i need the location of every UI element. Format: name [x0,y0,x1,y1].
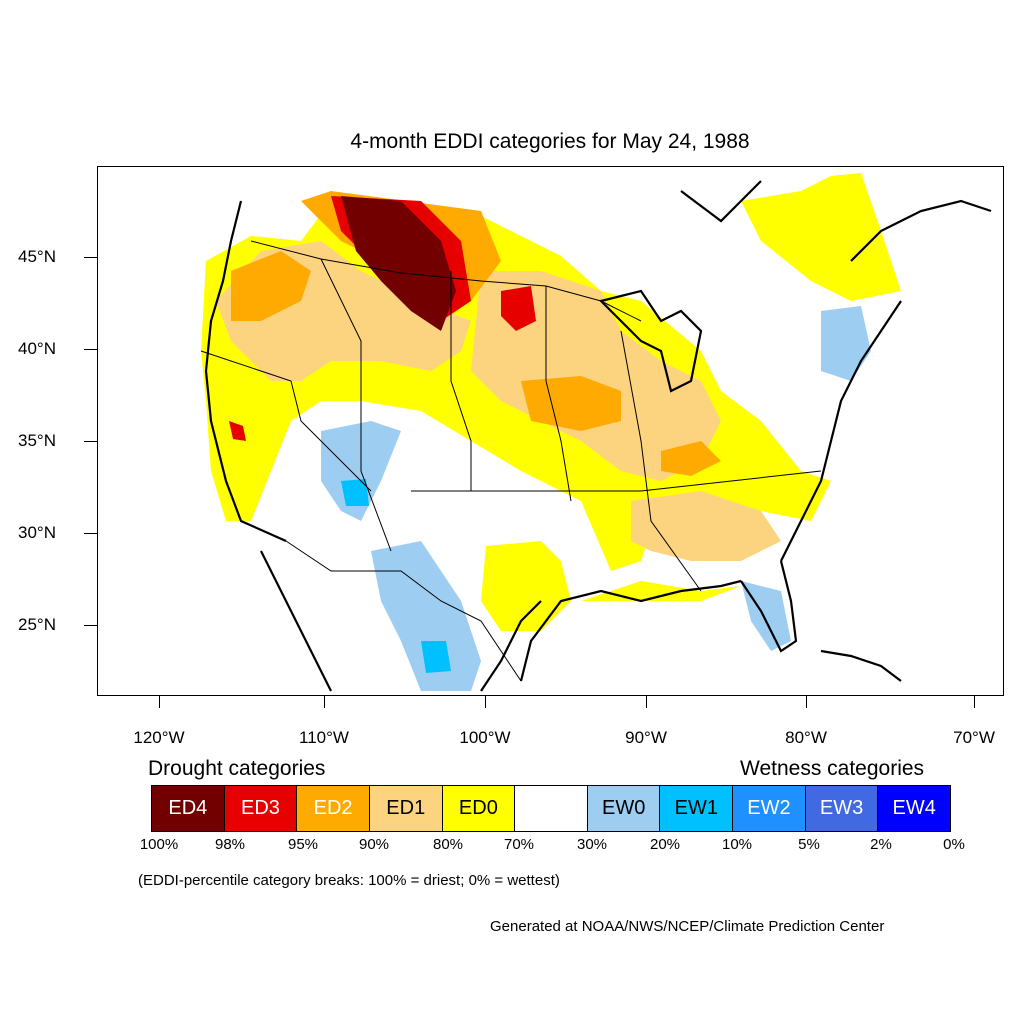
legend-box-label: ED4 [168,797,208,819]
lon-tick [974,696,975,708]
coastlines [204,180,992,692]
ed3-california-region [229,421,246,441]
percentile-label: 10% [721,836,753,853]
lon-label-70: 70°W [953,728,995,747]
legend-box-label: EW0 [601,797,646,819]
legend-colorbar: ED4 ED3 ED2 ED1 ED0 EW0 EW1 EW2 EW3 EW4 [151,785,951,832]
canada-east-coast [850,199,992,262]
legend-box-label: ED3 [241,797,280,819]
percentile-label: 5% [798,836,820,853]
ed4-montana-region [341,196,456,331]
lat-tick [84,625,97,626]
ed1-midwest-region [471,271,721,481]
ew1-mexico-region [421,641,451,673]
lat-label-30: 30°N [18,523,56,542]
great-lakes-outline [598,289,703,393]
legend-box-label: ED1 [386,797,426,819]
lon-tick [159,696,160,708]
baja-coastline [260,550,332,692]
legend-box-label: ED0 [458,797,498,819]
legend-box-neutral [515,786,588,831]
west-coastline [204,200,287,543]
ed3-dakota-region [501,286,536,331]
category-breaks-note: (EDDI-percentile category breaks: 100% =… [138,872,560,889]
lon-tick [646,696,647,708]
state-line-midwest [545,286,572,502]
lat-tick [84,533,97,534]
percentile-label: 90% [358,836,390,853]
lat-tick [84,441,97,442]
state-line-plains [450,271,472,491]
legend-box-ew4: EW4 [878,786,951,831]
lon-tick [806,696,807,708]
drought-categories-label: Drought categories [148,757,326,780]
state-line-south [411,470,822,492]
percentile-label: 2% [870,836,892,853]
wetness-categories-label: Wetness categories [740,757,925,780]
percentile-label: 95% [287,836,319,853]
map-panel [97,166,1004,696]
category-shading [201,173,901,691]
legend-box-ed2: ED2 [297,786,370,831]
ed2-pnw-region [231,251,311,321]
ew0-texas-region [371,541,481,691]
percentile-label: 70% [503,836,535,853]
lat-tick [84,349,97,350]
legend-box-label: ED2 [313,797,353,819]
lat-label-35: 35°N [18,431,56,450]
eddi-map [200,173,992,692]
lon-tick [485,696,486,708]
legend-box-ed1: ED1 [369,786,443,831]
legend-box-ed3: ED3 [224,786,298,831]
percentile-label: 30% [576,836,608,853]
east-coastline [780,300,902,562]
legend-box-ew0: EW0 [587,786,661,831]
ed0-northeast-region [741,173,901,301]
state-line-central [320,258,392,552]
lat-label-25: 25°N [18,615,56,634]
legend-box-label: EW4 [892,797,936,819]
us-mexico-border [285,540,522,682]
mexico-coastline [480,600,542,692]
legend-box-ew3: EW3 [805,786,879,831]
percentile-label: 20% [649,836,681,853]
legend-box-ed0: ED0 [442,786,516,831]
legend-box-ew1: EW1 [660,786,734,831]
lon-label-110: 110°W [299,728,349,747]
percentile-label: 100% [139,836,179,853]
legend-box-ed4: ED4 [152,786,225,831]
lat-tick [84,257,97,258]
lon-label-90: 90°W [625,728,667,747]
state-line-west [200,350,372,492]
lon-label-80: 80°W [785,728,827,747]
legend-box-label: EW2 [747,797,791,819]
lon-label-120: 120°W [133,728,185,747]
ew0-northeast-region [821,306,871,381]
boundaries [200,240,822,682]
legend-box-ew2: EW2 [733,786,806,831]
percentile-label: 98% [214,836,246,853]
lon-tick [324,696,325,708]
ed1-southeast-region [631,491,781,561]
legend-box-label: EW1 [674,797,718,819]
state-line-east [620,330,702,592]
ed2-plains-region [521,376,621,431]
percentile-label: 80% [432,836,464,853]
lat-label-45: 45°N [18,247,56,266]
lat-label-40: 40°N [18,339,56,358]
ed0-texas-region [481,541,571,631]
lon-label-100: 100°W [459,728,511,747]
cuba-coastline [820,649,902,682]
ed2-ohio-region [661,441,721,476]
credit-line: Generated at NOAA/NWS/NCEP/Climate Predi… [490,918,885,935]
gulf-coastline [519,579,742,682]
legend-box-label: EW3 [819,797,864,819]
ew1-arizona-region [341,479,369,506]
percentile-label: 0% [943,836,965,853]
map-title: 4-month EDDI categories for May 24, 1988 [350,130,750,153]
hudson-bay-coast [680,180,762,223]
florida-coastline [740,560,798,653]
